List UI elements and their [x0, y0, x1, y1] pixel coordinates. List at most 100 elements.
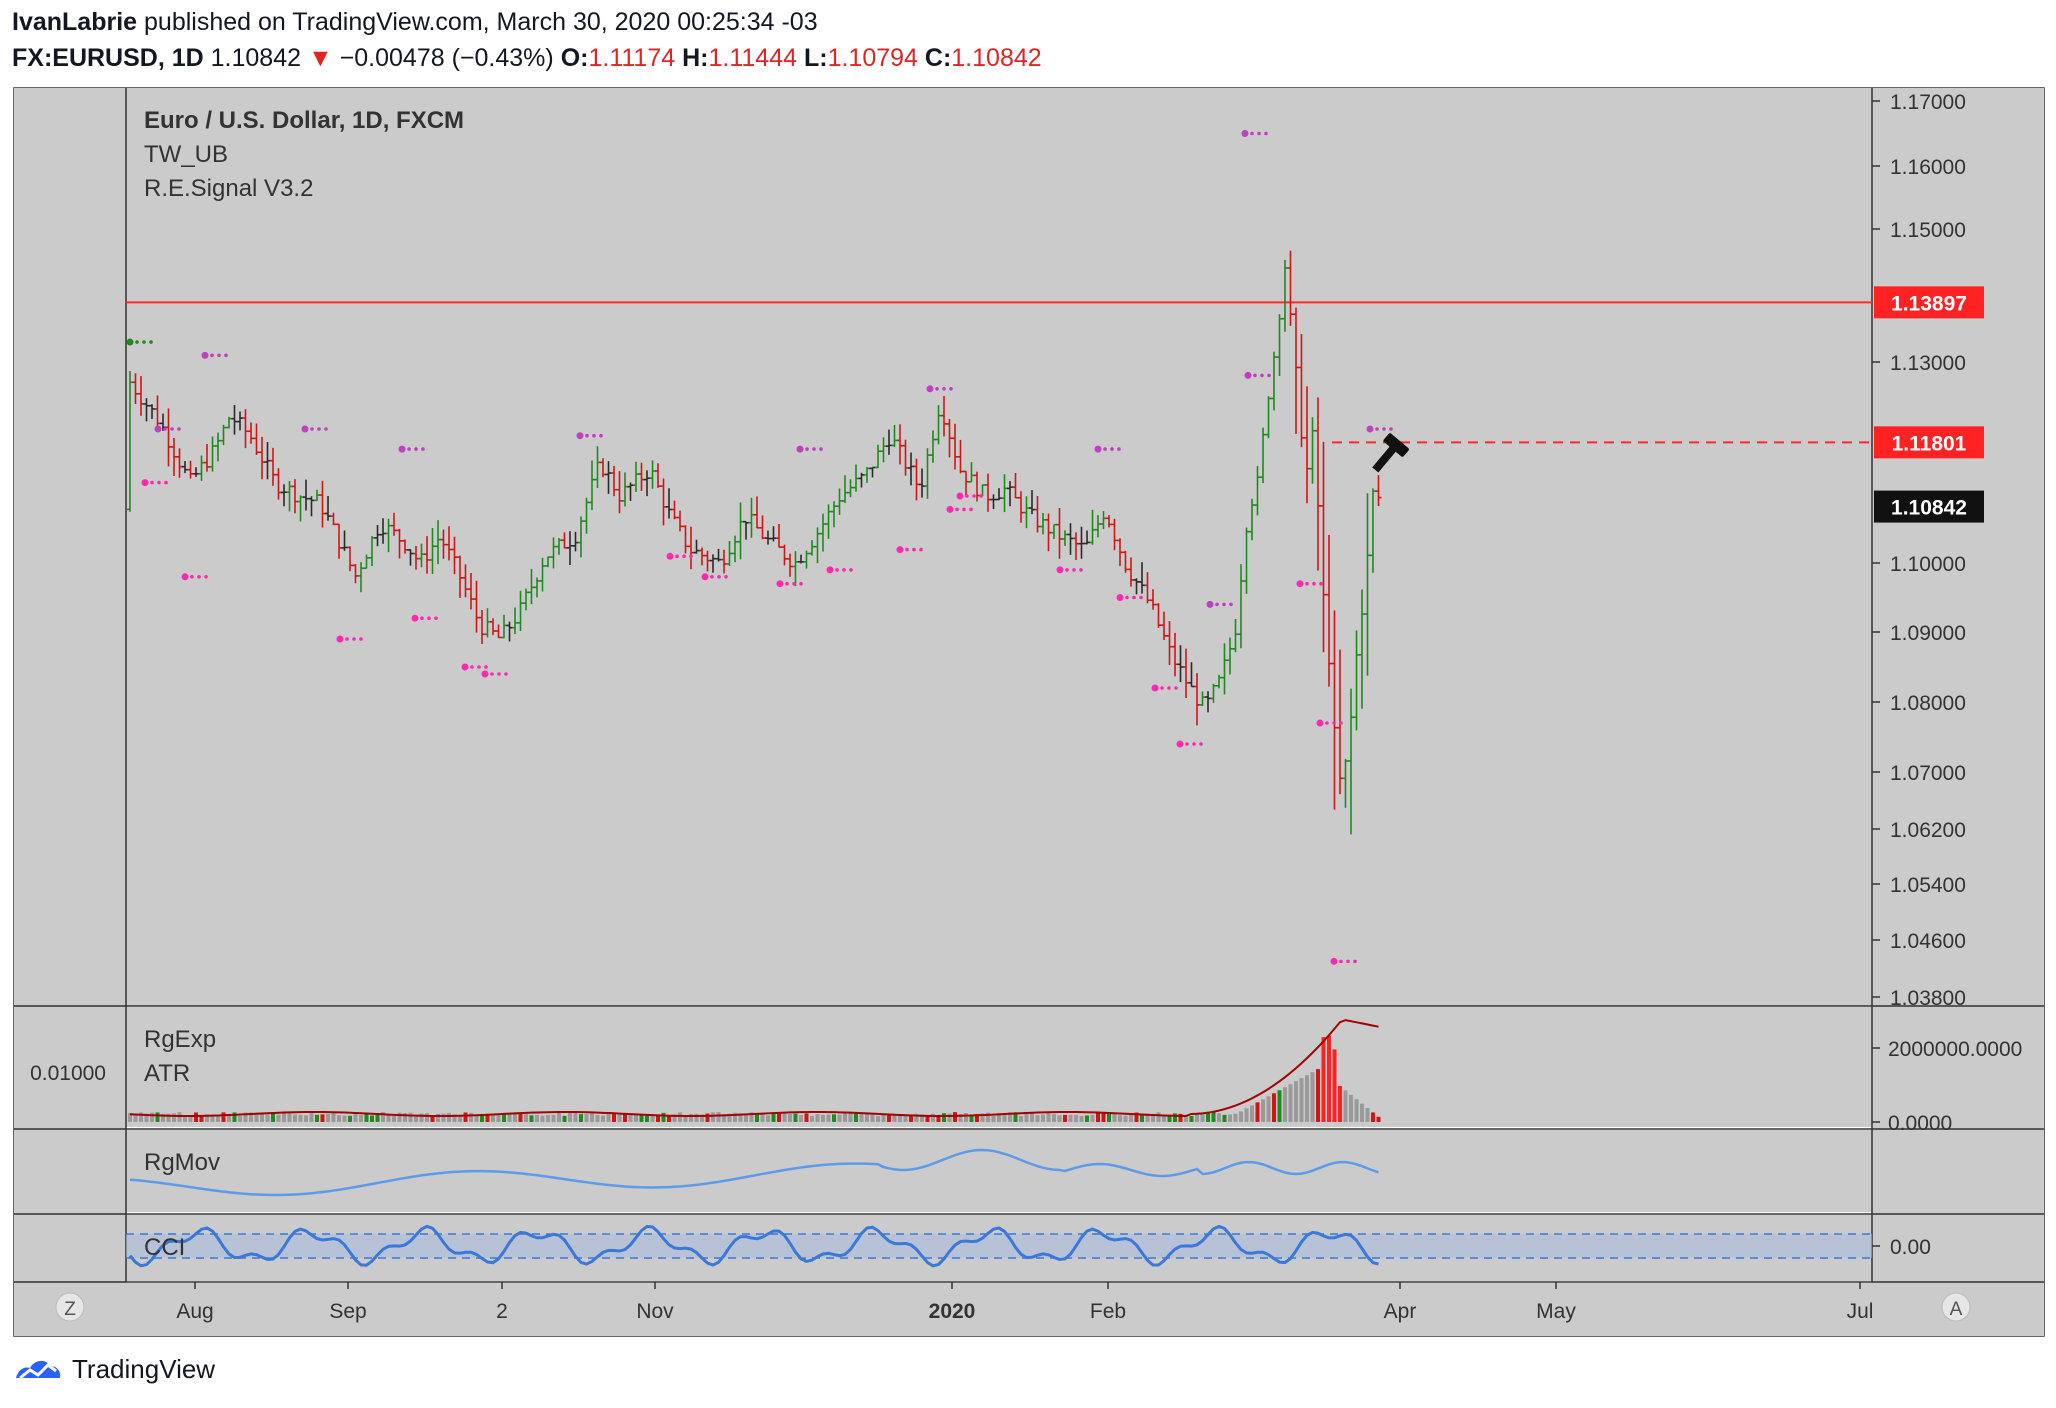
atr-bar — [623, 1114, 627, 1122]
atr-left-value: 0.01000 — [30, 1062, 106, 1085]
atr-label-atr[interactable]: ATR — [144, 1060, 190, 1087]
atr-bar — [1300, 1078, 1304, 1122]
atr-bar — [964, 1113, 968, 1122]
atr-bar — [810, 1116, 814, 1122]
atr-bar — [1377, 1117, 1381, 1122]
atr-bar — [1113, 1114, 1117, 1122]
atr-bar — [425, 1113, 429, 1122]
atr-bar — [392, 1116, 396, 1122]
cci-tick-zero: 0.00 — [1890, 1236, 1931, 1259]
legend-indicator-2[interactable]: R.E.Signal V3.2 — [144, 175, 313, 202]
atr-bar — [1201, 1114, 1205, 1122]
atr-bar — [838, 1115, 842, 1122]
atr-bar — [876, 1116, 880, 1122]
legend-indicator-1[interactable]: TW_UB — [144, 141, 228, 168]
legend-title[interactable]: Euro / U.S. Dollar, 1D, FXCM — [144, 107, 464, 134]
time-tick-label: Jul — [1847, 1300, 1874, 1323]
price-tick-label: 1.16000 — [1890, 156, 1966, 179]
atr-bar — [1289, 1084, 1293, 1122]
atr-tick-top: 2000000.0000 — [1888, 1038, 2022, 1061]
atr-bar — [1091, 1115, 1095, 1122]
atr-bar — [1355, 1099, 1359, 1122]
zoom-z-label: Z — [64, 1299, 76, 1320]
atr-bar — [266, 1115, 270, 1122]
auto-scale-label: A — [1950, 1299, 1963, 1320]
atr-bar — [948, 1113, 952, 1122]
time-tick-label: 2 — [496, 1300, 508, 1323]
cci-label[interactable]: CCI — [144, 1234, 185, 1261]
atr-bar — [277, 1115, 281, 1122]
atr-bar — [194, 1113, 198, 1122]
atr-bar — [282, 1114, 286, 1122]
atr-bar — [1173, 1113, 1177, 1122]
atr-tick-zero: 0.0000 — [1888, 1112, 1952, 1135]
atr-bar — [1124, 1116, 1128, 1122]
atr-bar — [799, 1115, 803, 1122]
price-tick-label: 1.06200 — [1890, 819, 1966, 842]
atr-bar — [134, 1115, 138, 1122]
atr-bar — [1058, 1115, 1062, 1122]
tradingview-logo-icon — [14, 1356, 62, 1384]
atr-bar — [1146, 1115, 1150, 1122]
atr-bar — [1256, 1102, 1260, 1122]
price-tick-label: 1.10000 — [1890, 553, 1966, 576]
atr-bar — [1190, 1116, 1194, 1122]
atr-bar — [777, 1113, 781, 1122]
atr-bar — [519, 1113, 523, 1122]
atr-bar — [805, 1113, 809, 1122]
atr-bar — [1107, 1114, 1111, 1122]
atr-bar — [1041, 1115, 1045, 1122]
time-tick-label: Sep — [329, 1300, 366, 1323]
atr-bar — [1316, 1069, 1320, 1122]
atr-bar — [238, 1116, 242, 1122]
atr-bar — [497, 1115, 501, 1122]
time-axis-area[interactable] — [14, 1283, 2044, 1336]
price-label-target-text: 1.11801 — [1892, 432, 1967, 455]
atr-bar — [849, 1113, 853, 1122]
atr-bar — [288, 1112, 292, 1122]
atr-bar — [1278, 1090, 1282, 1122]
atr-bar — [552, 1115, 556, 1122]
time-tick-label: Feb — [1090, 1300, 1126, 1323]
atr-bar — [524, 1114, 528, 1122]
price-tick-label: 1.03800 — [1890, 987, 1966, 1010]
atr-bar — [304, 1115, 308, 1122]
atr-bar — [343, 1116, 347, 1122]
atr-bar — [172, 1113, 176, 1122]
atr-bar — [656, 1116, 660, 1122]
time-tick-label: May — [1536, 1300, 1576, 1323]
atr-label-rgexp[interactable]: RgExp — [144, 1026, 216, 1053]
price-tick-label: 1.05400 — [1890, 874, 1966, 897]
price-label-target: 1.11801 — [1874, 426, 1984, 458]
atr-bar — [1349, 1095, 1353, 1122]
atr-bar — [310, 1113, 314, 1122]
atr-bar — [629, 1114, 633, 1122]
atr-bar — [1102, 1113, 1106, 1122]
atr-bar — [546, 1115, 550, 1122]
atr-bar — [601, 1116, 605, 1122]
atr-bar — [1157, 1112, 1161, 1122]
price-tick-label: 1.08000 — [1890, 692, 1966, 715]
atr-bar — [590, 1112, 594, 1122]
footer: TradingView — [14, 1354, 215, 1385]
atr-bar — [447, 1113, 451, 1122]
atr-bar — [568, 1113, 572, 1122]
atr-bar — [843, 1113, 847, 1122]
rgmov-pane[interactable] — [126, 1130, 1872, 1212]
atr-bar — [1371, 1112, 1375, 1122]
footer-brand[interactable]: TradingView — [72, 1354, 215, 1385]
rgmov-label[interactable]: RgMov — [144, 1149, 220, 1176]
atr-bar — [1239, 1111, 1243, 1122]
atr-bar — [508, 1115, 512, 1122]
price-tick-label: 1.04600 — [1890, 930, 1966, 953]
atr-pane[interactable] — [126, 1007, 1872, 1127]
atr-bar — [1063, 1115, 1067, 1122]
atr-bar — [563, 1116, 567, 1122]
atr-bar — [1327, 1036, 1331, 1122]
atr-bar — [332, 1112, 336, 1122]
atr-bar — [794, 1114, 798, 1122]
time-tick-label: 2020 — [929, 1300, 976, 1323]
atr-bar — [1261, 1099, 1265, 1122]
price-tick-label: 1.13000 — [1890, 352, 1966, 375]
